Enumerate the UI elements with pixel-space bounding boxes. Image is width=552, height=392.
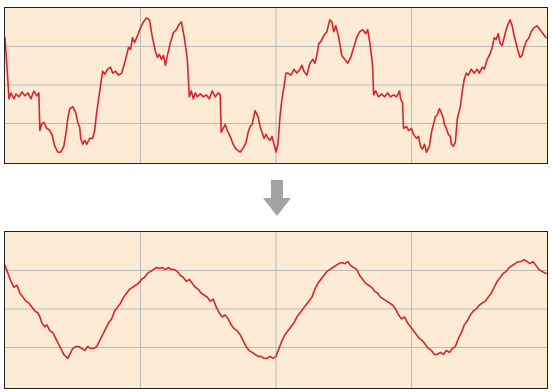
noisy-signal-plot [5,8,547,163]
smoothed-signal-plot [5,232,547,388]
smoothed-signal-trace [5,258,547,360]
noisy-signal-trace [5,17,547,153]
grid-lines [5,232,547,388]
smoothed-signal-panel [4,231,548,389]
grid-lines [5,8,547,163]
arrow-down-icon [263,180,291,216]
noisy-signal-panel [4,7,548,164]
